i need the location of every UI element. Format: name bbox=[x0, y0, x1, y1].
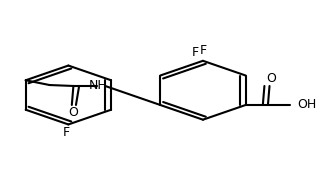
Text: F: F bbox=[63, 127, 70, 139]
Text: O: O bbox=[68, 106, 78, 119]
Text: F: F bbox=[191, 46, 199, 59]
Text: F: F bbox=[199, 44, 206, 57]
Text: NH: NH bbox=[89, 79, 107, 93]
Text: O: O bbox=[266, 72, 276, 85]
Text: OH: OH bbox=[297, 98, 317, 112]
